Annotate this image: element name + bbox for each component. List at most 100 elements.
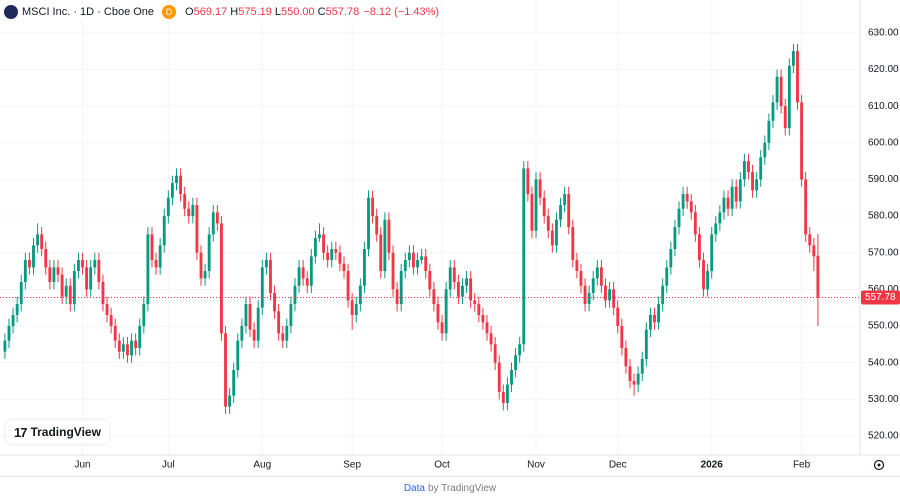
candle-body	[812, 245, 816, 257]
candle-body	[15, 304, 19, 316]
candle-body	[81, 260, 84, 268]
candle-body	[342, 263, 346, 272]
candle-body	[220, 223, 223, 334]
candle-body	[138, 326, 142, 348]
candle-body	[109, 315, 113, 327]
y-tick-label: 630.00	[868, 27, 899, 38]
candle-body	[121, 344, 125, 352]
candle-body	[207, 234, 211, 272]
candle-body	[371, 197, 375, 217]
candle-body	[89, 267, 93, 290]
candle-body	[661, 285, 665, 305]
candle-body	[395, 289, 399, 305]
candle-body	[514, 355, 518, 370]
y-tick-label: 520.00	[868, 431, 899, 442]
candle-body	[322, 234, 326, 253]
candle-body	[228, 395, 232, 407]
candle-body	[224, 333, 227, 407]
y-tick-label: 600.00	[868, 137, 899, 148]
candle-body	[318, 234, 321, 239]
candle-body	[608, 289, 611, 301]
candle-body	[448, 267, 452, 290]
x-tick-label: Jun	[74, 460, 90, 471]
candle-body	[522, 168, 526, 345]
symbol[interactable]: MSCI Inc. · 1D · Cboe One	[22, 6, 155, 18]
candle-body	[77, 260, 80, 272]
candle-body	[150, 234, 154, 261]
candle-body	[604, 285, 607, 301]
candle-body	[248, 304, 252, 330]
candle-body	[469, 278, 473, 301]
candle-body	[154, 260, 158, 268]
candle-body	[518, 344, 522, 356]
candle-body	[338, 252, 342, 264]
candle-body	[461, 285, 464, 297]
candle-body	[36, 234, 40, 246]
high-value: 575.19	[238, 6, 272, 18]
candle-body	[718, 212, 722, 224]
candle-body	[23, 260, 27, 283]
candle-body	[346, 271, 350, 301]
candle-body	[444, 289, 448, 334]
x-tick-label: Jul	[162, 460, 175, 471]
candle-body	[240, 326, 244, 341]
candle-body	[779, 76, 783, 107]
last-price-label: 557.78	[865, 292, 896, 303]
candle-body	[162, 216, 166, 246]
candle-body	[32, 245, 35, 268]
candle-body	[800, 102, 804, 180]
candle-body	[134, 340, 138, 348]
candle-body	[424, 256, 428, 272]
candle-body	[19, 282, 23, 305]
candle-body	[783, 106, 787, 129]
candle-body	[85, 267, 89, 290]
candle-body	[64, 285, 68, 297]
candle-body	[297, 267, 301, 286]
candle-body	[616, 307, 620, 327]
symbol-logo	[4, 5, 18, 19]
candle-body	[44, 249, 48, 268]
candle-body	[101, 282, 105, 305]
candle-body	[56, 267, 60, 275]
candle-body	[657, 304, 661, 323]
candle-body	[403, 260, 407, 272]
candle-body	[269, 260, 272, 294]
low-value: 550.00	[281, 6, 315, 18]
candle-body	[350, 300, 354, 316]
candle-body	[734, 186, 738, 202]
y-tick-label: 570.00	[868, 247, 899, 258]
candle-body	[252, 329, 256, 341]
close-label: C	[317, 6, 326, 18]
candle-body	[530, 194, 534, 231]
candle-body	[399, 271, 403, 305]
candle-body	[669, 249, 673, 268]
candle-body	[199, 252, 203, 279]
tradingview-logo[interactable]: 17 TradingView	[6, 420, 109, 444]
candle-body	[3, 340, 7, 352]
candle-body	[673, 227, 677, 250]
candle-body	[653, 315, 656, 323]
candle-body	[334, 249, 338, 253]
settings-icon[interactable]	[873, 459, 885, 471]
candle-body	[702, 260, 705, 290]
candle-body	[648, 315, 652, 330]
candle-body	[644, 329, 648, 359]
candle-body	[722, 197, 726, 213]
candle-body	[166, 197, 170, 217]
source-link[interactable]: Data	[403, 482, 425, 494]
candle-body	[546, 216, 550, 231]
candle-body	[706, 271, 710, 290]
candle-body	[305, 278, 309, 286]
candle-body	[730, 186, 734, 209]
candle-body	[636, 373, 640, 385]
candle-body	[281, 333, 285, 341]
candle-body	[309, 256, 313, 286]
candle-body	[587, 293, 591, 305]
candle-body	[146, 234, 150, 305]
plot-area	[0, 0, 860, 455]
candle-body	[759, 157, 763, 180]
logo-text: TradingView	[30, 425, 101, 439]
candle-body	[379, 234, 383, 272]
candle-body	[575, 260, 579, 272]
candle-body	[48, 267, 52, 283]
